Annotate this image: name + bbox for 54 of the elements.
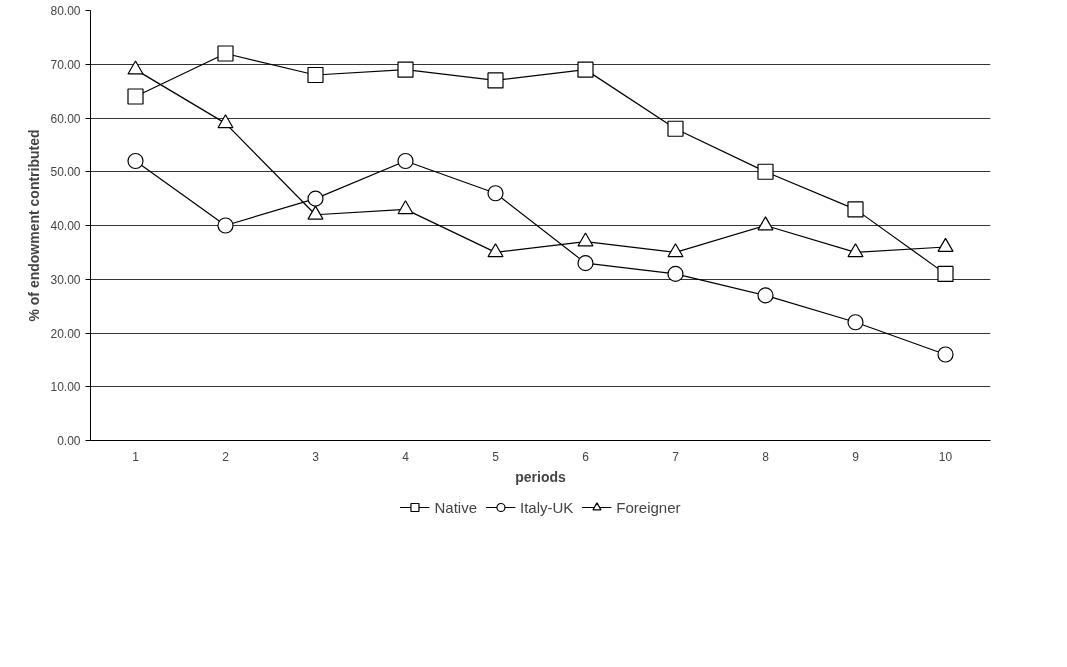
x-tick-label: 6 (582, 449, 590, 464)
x-tick-label: 1 (132, 449, 140, 464)
point (307, 66, 324, 84)
x-tick-label: 4 (402, 449, 410, 464)
point (217, 217, 234, 234)
point (487, 185, 504, 202)
x-tick-label: 8 (762, 449, 770, 464)
x-tick-label: 9 (852, 449, 860, 464)
point (667, 120, 684, 137)
legend-label: Foreigner (616, 498, 681, 516)
point (217, 45, 234, 62)
legend-label: Native (434, 498, 477, 516)
point (397, 152, 414, 170)
point (757, 216, 774, 231)
point (397, 61, 414, 78)
y-tick-label: 40.00 (50, 219, 81, 233)
point (847, 201, 864, 218)
point (577, 232, 594, 247)
x-tick-label: 2 (222, 449, 230, 464)
point (847, 243, 864, 258)
y-tick-label: 80.00 (50, 4, 81, 18)
point (307, 205, 324, 220)
point (757, 163, 774, 180)
y-tick-label: 50.00 (50, 165, 81, 180)
point (127, 152, 144, 170)
y-tick-label: 30.00 (50, 272, 81, 287)
point (127, 60, 144, 75)
x-tick-label: 7 (672, 449, 680, 464)
point (127, 88, 144, 105)
y-tick-label: 0.00 (57, 434, 81, 448)
y-tick-label: 20.00 (50, 326, 81, 341)
point (397, 200, 414, 215)
point (937, 265, 954, 282)
point (937, 346, 954, 363)
point (307, 190, 324, 207)
x-tick-label: 5 (492, 449, 500, 464)
y-tick-label: 60.00 (50, 111, 81, 126)
y-tick-label: 70.00 (50, 57, 81, 72)
x-axis-title: periods (515, 468, 566, 485)
point (577, 61, 594, 78)
legend-label: Italy-UK (519, 498, 574, 516)
point (847, 314, 864, 331)
point (487, 243, 504, 258)
point (577, 255, 594, 272)
y-tick-label: 10.00 (50, 380, 81, 395)
point (217, 114, 234, 129)
point (937, 237, 954, 252)
y-axis-title: % of endowment contributed (26, 129, 43, 322)
point (667, 265, 684, 282)
x-tick-label: 3 (312, 449, 320, 464)
point (667, 243, 684, 258)
point (757, 287, 774, 304)
point (487, 72, 504, 89)
x-tick-label: 10 (938, 449, 953, 464)
